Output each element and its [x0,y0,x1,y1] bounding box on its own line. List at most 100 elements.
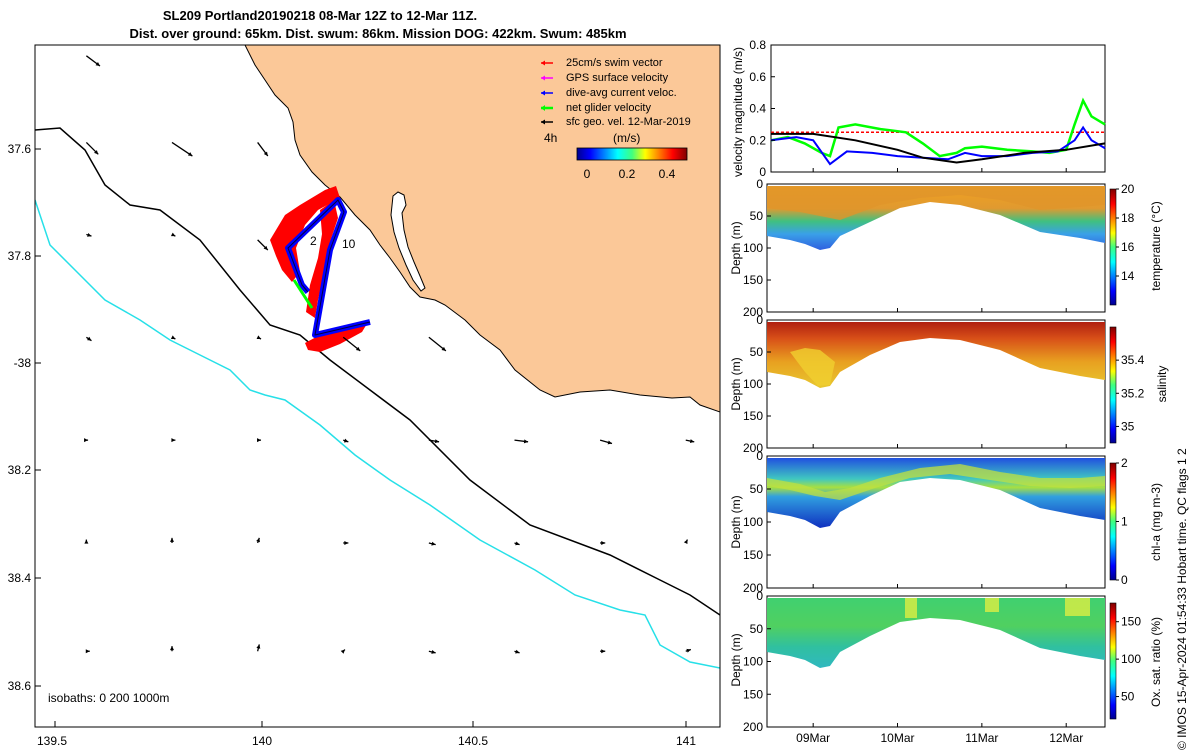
salinity-colorbar-ticks: 35 35.2 35.4 [1116,353,1145,433]
velocity-series-line [770,97,1106,158]
depth-tick-label: 50 [750,345,764,359]
geo-velocity-vectors [84,55,695,654]
depth-tick-label: 100 [743,655,763,669]
net-glider-velocity-vector [292,279,314,309]
temperature-colorbar [1109,188,1117,306]
map-y-tick: 38.6 [8,679,32,693]
geo-velocity-arrow [85,141,99,155]
depth-tick-label: 200 [743,441,763,455]
colorbar-tick: 0.4 [659,167,676,181]
oxygen-ylabel: Depth (m) [729,633,743,686]
map-y-tick: 38.4 [8,571,32,585]
geo-velocity-arrow [257,438,262,443]
geo-velocity-arrow [685,439,695,444]
temperature-colorbar-ticks: 14 16 18 20 [1116,182,1135,283]
salinity-field [767,322,1105,388]
geo-velocity-arrow [340,649,346,654]
colorbar-tick-label: 2 [1121,456,1128,470]
oxygen-field [767,598,1105,668]
svg-text:dive-avg current veloc.: dive-avg current veloc. [566,87,677,99]
chl-colorbar [1109,462,1117,581]
isobath-200m [35,127,720,616]
geo-velocity-arrow [84,438,89,443]
track-label-start: 2 [310,234,317,248]
colorbar-tick-label: 100 [1121,652,1141,666]
depth-tick-label: 50 [750,209,764,223]
colorbar-tick: 0 [584,167,591,181]
map-legend: 25cm/s swim vector GPS surface velocity … [541,57,691,181]
chl-panel: 0 50 100 150 200 Depth (m) 0 1 2 chl-a (mg m-3… [729,449,1163,595]
oxygen-panel: 0 50 100 150 200 Depth (m) 50 100 150 Ox. sat.… [729,589,1163,734]
legend-item-swim: 25cm/s swim vector [541,57,663,69]
temperature-warm-band [767,186,1105,220]
geo-velocity-arrow [428,336,447,352]
svg-text:25cm/s swim vector: 25cm/s swim vector [566,57,663,69]
depth-tick-label: 150 [743,687,763,701]
velocity-panel: 0 0.2 0.4 0.6 0.8 velocity magnitude (m/s) [731,38,1106,179]
geo-velocity-arrow [84,539,89,544]
isobaths-label: isobaths: 0 200 1000m [48,691,169,705]
track-red-envelope [270,186,368,352]
colorbar-tick-label: 35.2 [1121,386,1145,400]
colorbar-tick-label: 18 [1121,211,1135,225]
depth-tick-label: 0 [756,313,763,327]
colorbar-units: (m/s) [613,131,640,145]
chl-cbar-label: chl-a (mg m-3) [1149,483,1163,561]
geo-velocity-arrow [428,439,440,444]
geo-velocity-arrow [257,142,269,157]
chl-ylabel: Depth (m) [729,495,743,548]
colorbar-tick-label: 150 [1121,615,1141,629]
depth-tick-label: 0 [756,177,763,191]
map-y-tick: -38 [14,356,32,370]
geo-velocity-arrow [428,650,436,654]
colorbar-tick-label: 0 [1121,573,1128,587]
geo-velocity-arrow [599,439,613,445]
time-x-ticks: 09Mar 10Mar 11Mar 12Mar [796,168,1083,745]
map-x-tick: 141 [676,734,696,748]
colorbar-tick-label: 16 [1121,240,1135,254]
colorbar-tick-label: 20 [1121,182,1135,196]
depth-tick-label: 50 [750,482,764,496]
velocity-y-tick-label: 0.2 [749,133,766,147]
velocity-y-tick-label: 0.8 [749,38,766,52]
geo-velocity-arrow [170,232,176,237]
geo-velocity-arrow [343,438,349,443]
oxygen-high-patches [905,598,1090,618]
geo-velocity-arrow [514,541,520,546]
oxygen-y-ticks: 0 50 100 150 200 [743,589,771,734]
depth-tick-label: 150 [743,273,763,287]
colorbar-tick-label: 35.4 [1121,353,1145,367]
depth-tick-label: 150 [743,548,763,562]
geo-velocity-arrow [256,644,261,652]
glider-track-outline [287,199,371,336]
velocity-y-tick-label: 0.6 [749,70,766,84]
geo-velocity-arrow [600,649,606,654]
map-y-tick: 38.2 [8,463,32,477]
chl-max-layer [767,464,1105,500]
svg-text:net glider velocity: net glider velocity [566,102,651,114]
depth-tick-label: 200 [743,305,763,319]
velocity-y-tick-label: 0.4 [749,102,766,116]
map-x-tick: 139.5 [37,734,67,748]
geo-velocity-arrow [170,537,174,543]
legend-item-glider: net glider velocity [541,102,651,114]
salinity-low-tongue [790,348,835,386]
temperature-cbar-label: temperature (°C) [1149,201,1163,291]
colorbar-tick: 0.2 [619,167,636,181]
geo-velocity-arrow [514,439,529,444]
map-y-tick: 37.8 [8,249,32,263]
chl-colorbar-ticks: 0 1 2 [1116,456,1128,587]
map-x-ticks: 139.5 140 140.5 141 [37,721,696,748]
geo-velocity-arrow [514,649,520,654]
colorbar-tick-label: 35 [1121,419,1135,433]
velocity-series-line [770,125,1106,166]
colorbar-tick-label: 50 [1121,690,1135,704]
geo-velocity-arrow [85,55,101,67]
depth-tick-label: 50 [750,622,764,636]
svg-text:GPS surface velocity: GPS surface velocity [566,72,669,84]
time-tick-label: 09Mar [796,731,830,745]
map-panel: 2 10 139.5 140 140.5 141 37.6 37.8 -38 3… [8,44,721,748]
geo-velocity-arrow [85,649,90,654]
velocity-lines [770,97,1106,166]
